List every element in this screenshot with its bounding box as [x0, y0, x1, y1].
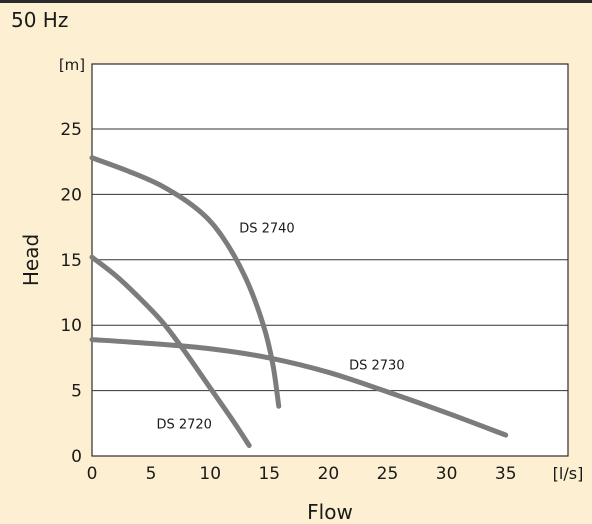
grid: [92, 128, 568, 392]
y-tick-label: 5: [71, 382, 82, 402]
x-unit-label: [l/s]: [553, 464, 584, 483]
y-tick-label: 10: [60, 316, 82, 336]
curve-ds-2720: [89, 254, 252, 449]
x-tick-label: 15: [258, 464, 280, 484]
x-tick-label: 30: [436, 464, 458, 484]
y-tick-label: 0: [71, 447, 82, 467]
y-tick-label: 25: [60, 120, 82, 140]
y-axis-ticks: 0 5 10 15 20 25: [60, 120, 82, 467]
y-tick-label: 15: [60, 251, 82, 271]
x-tick-label: 10: [199, 464, 221, 484]
x-tick-label: 0: [87, 464, 98, 484]
y-axis-title: Head: [19, 234, 43, 286]
x-axis-ticks: 0 5 10 15 20 25 30 35: [87, 464, 517, 484]
curve-label: DS 2720: [156, 418, 211, 433]
x-tick-label: 5: [146, 464, 157, 484]
x-tick-label: 35: [495, 464, 517, 484]
curves: [89, 155, 509, 449]
curve-ds-2730: [89, 337, 509, 438]
frequency-label: 50 Hz: [11, 8, 69, 32]
curve-labels: DS 2740 DS 2730 DS 2720: [156, 221, 404, 432]
y-unit-label: [m]: [59, 56, 85, 74]
top-rule: [0, 0, 592, 3]
x-axis-title: Flow: [307, 500, 353, 524]
y-tick-label: 20: [60, 185, 82, 205]
curve-ds-2740: [89, 155, 282, 409]
curve-label: DS 2730: [349, 359, 404, 374]
x-tick-label: 20: [318, 464, 340, 484]
x-tick-label: 25: [377, 464, 399, 484]
curve-label: DS 2740: [239, 221, 294, 236]
